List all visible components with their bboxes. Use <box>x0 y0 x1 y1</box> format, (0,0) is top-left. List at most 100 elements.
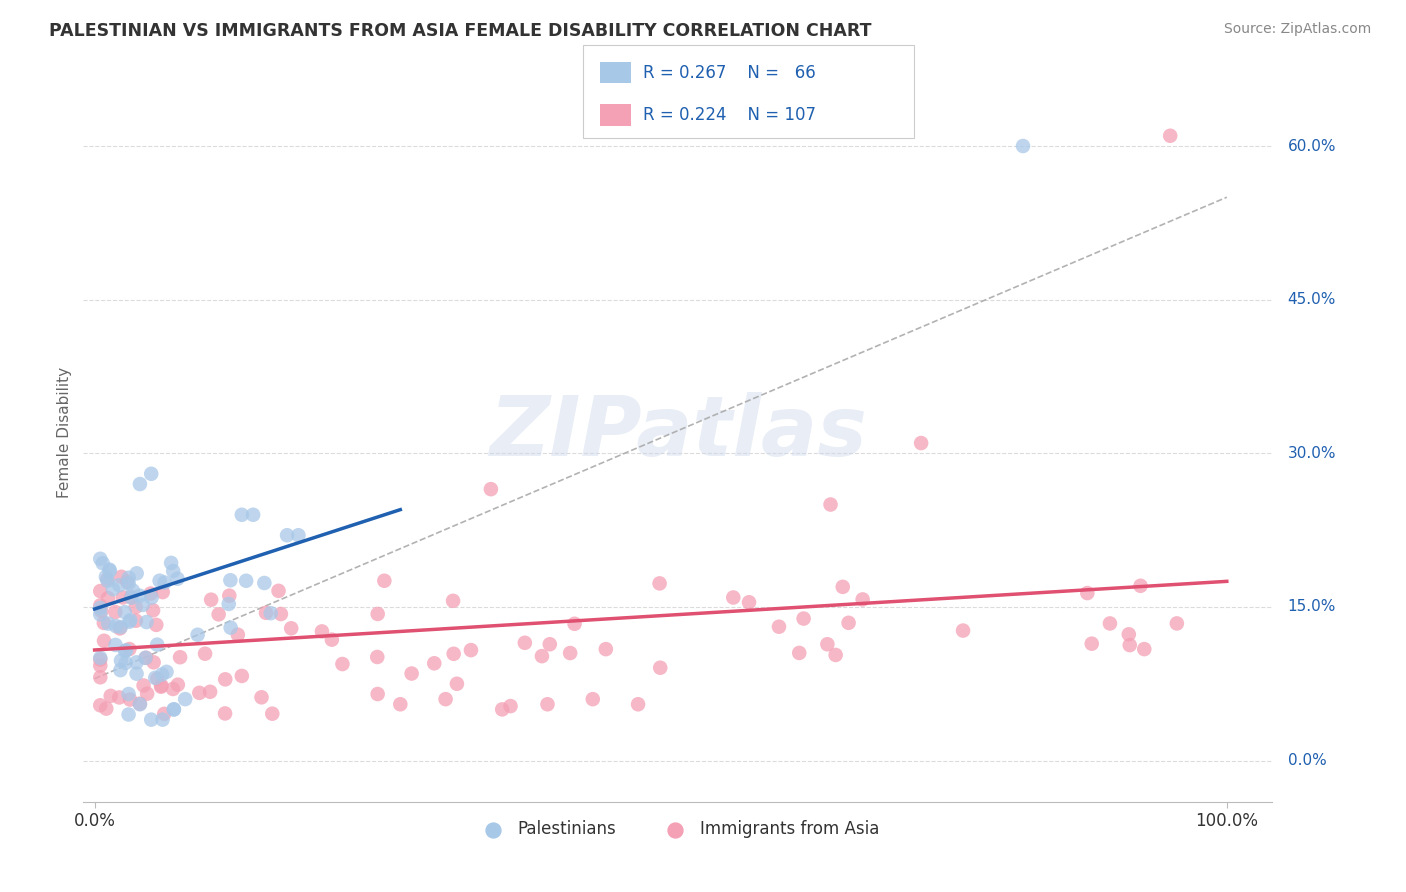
Point <box>114 605 136 619</box>
Point <box>499 699 522 714</box>
Point <box>260 606 283 620</box>
Point <box>129 698 152 712</box>
Point <box>491 702 513 716</box>
Point <box>1012 139 1035 153</box>
Point <box>104 619 127 633</box>
Text: 45.0%: 45.0% <box>1288 293 1336 307</box>
Text: 30.0%: 30.0% <box>1288 446 1336 461</box>
Point <box>108 621 131 635</box>
Point <box>153 575 176 590</box>
Point <box>270 607 292 621</box>
Point <box>120 591 142 605</box>
Point <box>110 570 132 584</box>
Point <box>120 692 142 706</box>
Point <box>187 628 209 642</box>
Point <box>97 616 120 631</box>
Point <box>152 585 174 599</box>
Point <box>218 597 240 611</box>
Point <box>1118 627 1140 641</box>
Point <box>118 615 141 629</box>
Point <box>163 702 186 716</box>
Point <box>134 651 156 665</box>
Point <box>150 680 173 694</box>
Point <box>276 528 298 542</box>
Point <box>460 643 482 657</box>
Point <box>110 663 132 677</box>
Point <box>1166 616 1188 631</box>
Point <box>242 508 264 522</box>
Point <box>582 692 605 706</box>
Point <box>1159 128 1181 143</box>
Point <box>143 671 166 685</box>
Point <box>952 624 974 638</box>
Point <box>787 646 810 660</box>
Point <box>89 670 111 684</box>
Point <box>793 611 815 625</box>
Point <box>120 590 142 604</box>
Point <box>98 564 121 578</box>
Point <box>129 697 152 711</box>
Point <box>1129 579 1152 593</box>
Point <box>219 574 242 588</box>
Text: Source: ZipAtlas.com: Source: ZipAtlas.com <box>1223 22 1371 37</box>
Point <box>111 591 134 605</box>
Point <box>152 713 174 727</box>
Text: R = 0.224    N = 107: R = 0.224 N = 107 <box>643 106 815 124</box>
Point <box>163 702 186 716</box>
Point <box>114 656 136 670</box>
Point <box>100 689 122 703</box>
Point <box>150 667 173 681</box>
Point <box>97 591 120 605</box>
Point <box>142 603 165 617</box>
Point <box>768 620 790 634</box>
Point <box>141 467 163 481</box>
Point <box>200 592 222 607</box>
Text: R = 0.267    N =   66: R = 0.267 N = 66 <box>643 63 815 82</box>
Point <box>108 578 131 592</box>
Point <box>231 508 253 522</box>
Point <box>89 551 111 566</box>
Point <box>530 649 553 664</box>
Point <box>443 647 465 661</box>
Point <box>254 606 277 620</box>
Point <box>564 616 586 631</box>
Point <box>94 570 117 584</box>
Point <box>366 650 388 665</box>
Point <box>155 665 177 679</box>
Point <box>135 615 157 629</box>
Point <box>146 638 169 652</box>
Point <box>117 707 139 722</box>
Point <box>128 589 150 603</box>
Point <box>132 598 155 612</box>
Text: PALESTINIAN VS IMMIGRANTS FROM ASIA FEMALE DISABILITY CORRELATION CHART: PALESTINIAN VS IMMIGRANTS FROM ASIA FEMA… <box>49 22 872 40</box>
Point <box>162 564 184 578</box>
Point <box>1080 637 1102 651</box>
Point <box>91 556 114 570</box>
Point <box>560 646 582 660</box>
Point <box>129 477 152 491</box>
Point <box>145 618 167 632</box>
Text: ZIPatlas: ZIPatlas <box>489 392 866 474</box>
Point <box>262 706 284 721</box>
Point <box>188 686 211 700</box>
Point <box>738 595 761 609</box>
Point <box>536 698 558 712</box>
Point <box>97 574 120 588</box>
Point <box>852 592 875 607</box>
Text: 0.0%: 0.0% <box>1288 753 1326 768</box>
Point <box>89 599 111 613</box>
Point <box>104 605 127 619</box>
Point <box>321 632 343 647</box>
Point <box>627 698 650 712</box>
Point <box>153 706 176 721</box>
Point <box>253 576 276 591</box>
Point <box>434 692 457 706</box>
Point <box>90 604 112 618</box>
Point <box>1133 642 1156 657</box>
Point <box>115 574 138 589</box>
Point <box>89 658 111 673</box>
Y-axis label: Female Disability: Female Disability <box>58 368 72 499</box>
Point <box>538 637 561 651</box>
Point <box>820 498 842 512</box>
Point <box>141 713 163 727</box>
